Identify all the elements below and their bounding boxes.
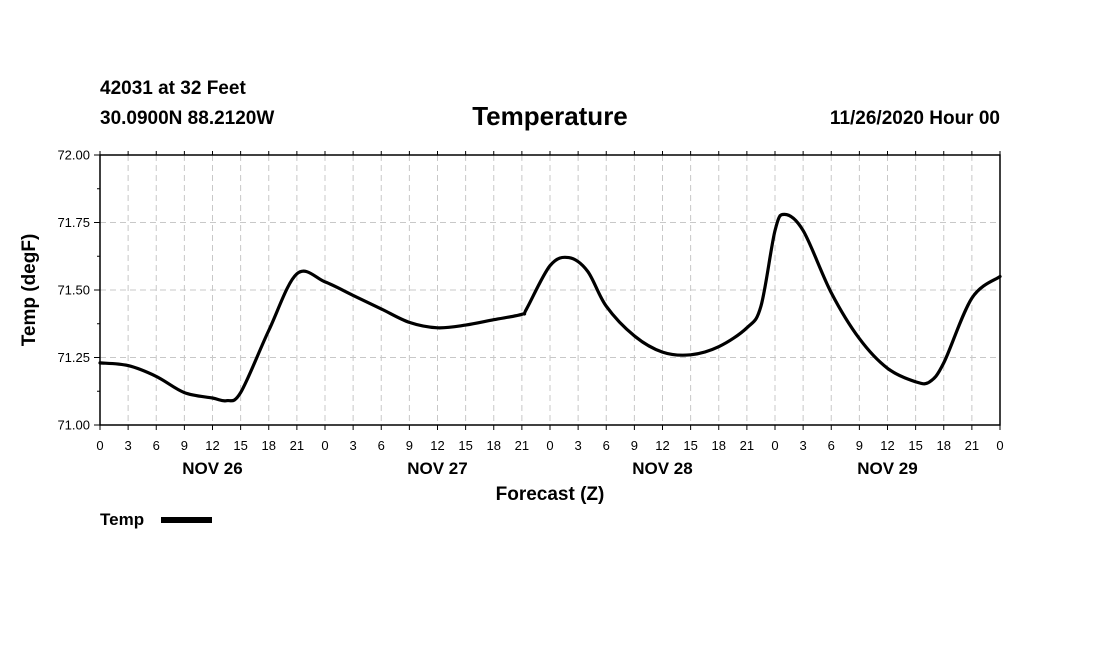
x-tick-label: 18 <box>937 438 951 453</box>
x-tick-label: 6 <box>378 438 385 453</box>
x-tick-label: 6 <box>828 438 835 453</box>
x-tick-label: 12 <box>430 438 444 453</box>
x-tick-label: 15 <box>458 438 472 453</box>
day-label: NOV 27 <box>407 459 467 478</box>
x-tick-label: 18 <box>487 438 501 453</box>
x-tick-label: 15 <box>233 438 247 453</box>
y-tick-label: 71.25 <box>57 350 90 365</box>
grid <box>100 155 1000 425</box>
y-tick-label: 71.75 <box>57 215 90 230</box>
x-tick-label: 18 <box>262 438 276 453</box>
x-tick-label: 0 <box>321 438 328 453</box>
x-tick-label: 0 <box>996 438 1003 453</box>
x-tick-label: 9 <box>406 438 413 453</box>
x-tick-label: 9 <box>631 438 638 453</box>
y-axis-title: Temp (degF) <box>19 234 40 347</box>
x-tick-label: 9 <box>856 438 863 453</box>
x-tick-label: 3 <box>575 438 582 453</box>
temp-series-line <box>98 212 1002 403</box>
day-labels: NOV 26 NOV 27 NOV 28 NOV 29 <box>182 459 917 478</box>
x-tick-label: 3 <box>800 438 807 453</box>
x-tick-label: 0 <box>546 438 553 453</box>
x-tick-label: 0 <box>771 438 778 453</box>
x-tick-label: 0 <box>96 438 103 453</box>
coordinates-label: 30.0900N 88.2120W <box>100 108 274 129</box>
series-group <box>98 212 1002 403</box>
x-tick-label: 21 <box>965 438 979 453</box>
x-tick-label: 3 <box>125 438 132 453</box>
x-tick-label: 12 <box>655 438 669 453</box>
x-tick-label: 15 <box>908 438 922 453</box>
legend-label: Temp <box>100 510 144 529</box>
y-axis-ticks: 71.00 71.25 71.50 71.75 72.00 <box>57 148 100 433</box>
x-tick-label: 15 <box>683 438 697 453</box>
x-tick-label: 21 <box>290 438 304 453</box>
legend: Temp <box>100 510 212 529</box>
x-tick-label: 18 <box>712 438 726 453</box>
x-tick-label: 3 <box>350 438 357 453</box>
y-tick-label: 71.50 <box>57 283 90 298</box>
plot-frame <box>99 154 1001 426</box>
forecast-datetime: 11/26/2020 Hour 00 <box>830 108 1000 129</box>
x-tick-label: 12 <box>205 438 219 453</box>
y-tick-label: 71.00 <box>57 418 90 433</box>
chart-title: Temperature <box>472 101 628 131</box>
x-tick-label: 9 <box>181 438 188 453</box>
x-axis-ticks: 0 3 6 9 12 15 18 21 0 3 6 9 12 15 18 21 0 3 6 9 12 15 18 21 0 3 6 9… <box>96 151 1004 453</box>
x-tick-label: 21 <box>740 438 754 453</box>
x-tick-label: 6 <box>153 438 160 453</box>
x-tick-label: 21 <box>515 438 529 453</box>
day-label: NOV 29 <box>857 459 917 478</box>
x-axis-title: Forecast (Z) <box>496 484 605 505</box>
x-tick-label: 12 <box>880 438 894 453</box>
x-tick-label: 6 <box>603 438 610 453</box>
day-label: NOV 26 <box>182 459 242 478</box>
station-label: 42031 at 32 Feet <box>100 78 246 99</box>
day-label: NOV 28 <box>632 459 692 478</box>
y-tick-label: 72.00 <box>57 148 90 163</box>
